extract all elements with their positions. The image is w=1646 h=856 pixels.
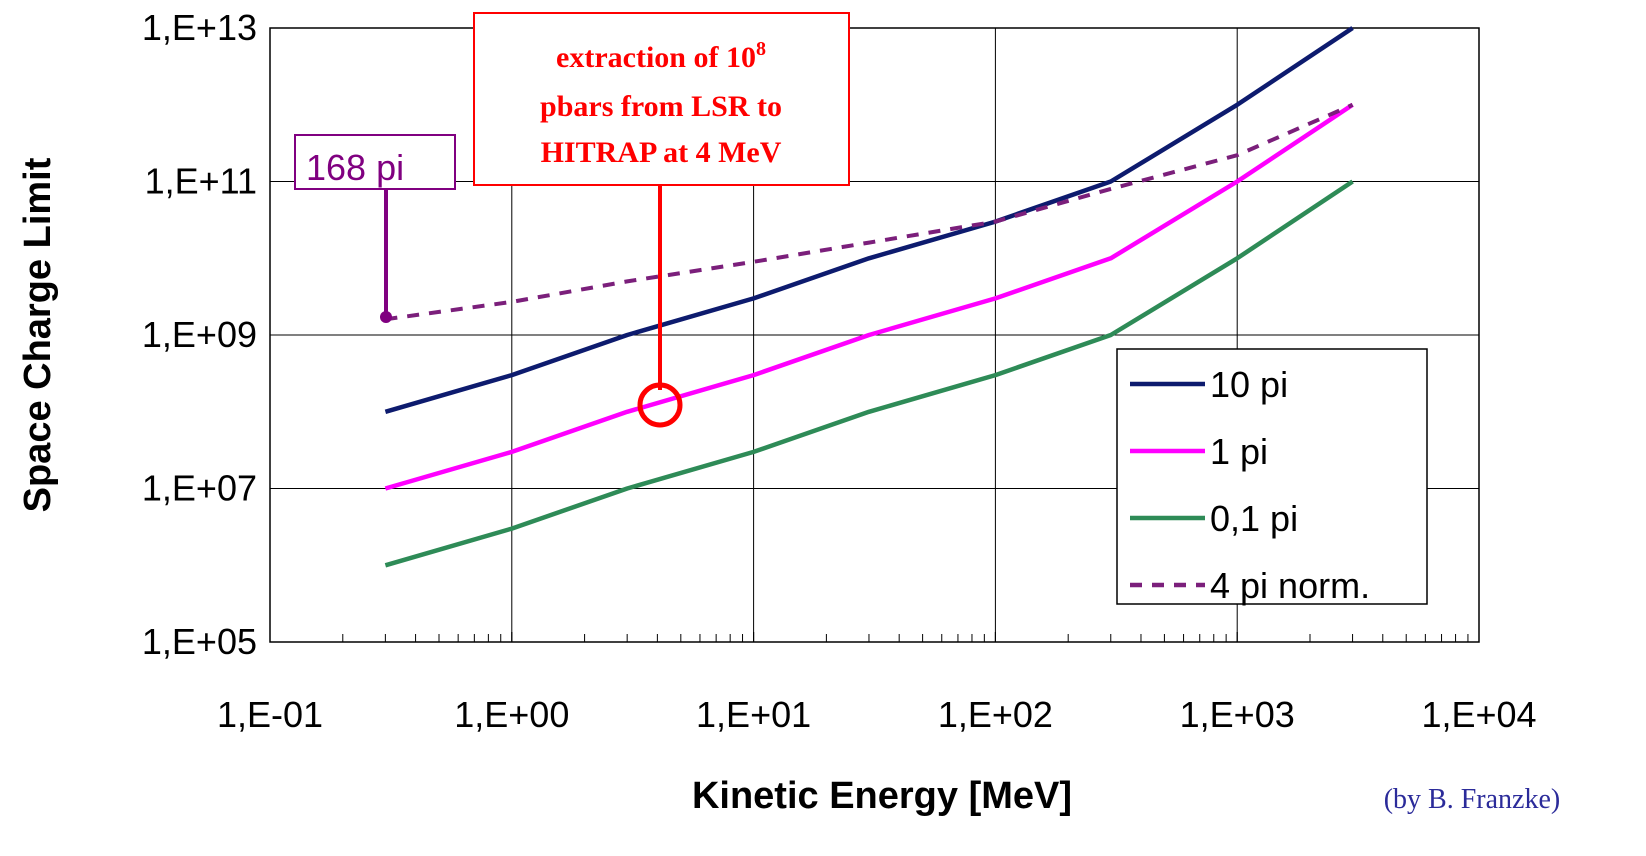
x-tick-label: 1,E+02	[938, 694, 1053, 735]
x-tick-label: 1,E+00	[454, 694, 569, 735]
legend-label: 10 pi	[1210, 364, 1288, 405]
y-tick-label: 1,E+09	[142, 314, 257, 355]
legend: 10 pi 1 pi 0,1 pi 4 pi norm.	[1116, 348, 1428, 606]
y-tick-label: 1,E+13	[142, 7, 257, 48]
168pi-label: 168 pi	[306, 147, 404, 188]
x-tick-label: 1,E+01	[696, 694, 811, 735]
extraction-line-1: extraction of 108	[556, 38, 766, 74]
series-line-0-1-pi	[384, 179, 1354, 568]
168pi-annotation: 168 pi	[294, 134, 456, 323]
y-tick-label: 1,E+11	[145, 161, 257, 202]
series-line-4-pi-norm-	[385, 102, 1354, 322]
extraction-target-circle	[637, 382, 683, 428]
legend-label: 4 pi norm.	[1210, 565, 1370, 606]
author-credit: (by B. Franzke)	[1384, 784, 1561, 815]
series-group	[384, 26, 1354, 568]
x-tick-label: 1,E+03	[1180, 694, 1295, 735]
y-tick-label: 1,E+07	[142, 468, 257, 509]
series-line-10-pi	[384, 26, 1354, 414]
extraction-line-3: HITRAP at 4 MeV	[541, 136, 782, 169]
y-tick-labels: 1,E+05 1,E+07 1,E+09 1,E+11 1,E+13	[142, 7, 257, 662]
extraction-line-2: pbars from LSR to	[540, 90, 782, 123]
series-line-1-pi	[384, 102, 1354, 491]
168pi-annotation-box	[294, 134, 456, 190]
legend-label: 0,1 pi	[1210, 498, 1298, 539]
x-tick-label: 1,E-01	[217, 694, 323, 735]
extraction-annotation: extraction of 108 pbars from LSR to HITR…	[473, 12, 850, 428]
x-axis-title: Kinetic Energy [MeV]	[692, 775, 1072, 817]
extraction-annotation-box	[473, 12, 850, 186]
y-axis-title: Space Charge Limit	[17, 157, 59, 512]
y-tick-label: 1,E+05	[142, 621, 257, 662]
x-minor-ticks	[269, 632, 1480, 642]
plot-area-frame	[269, 27, 1480, 643]
x-tick-labels: 1,E-01 1,E+00 1,E+01 1,E+02 1,E+03 1,E+04	[217, 694, 1537, 735]
168pi-pointer-dot	[380, 311, 392, 323]
x-tick-label: 1,E+04	[1421, 694, 1536, 735]
legend-box	[1116, 348, 1428, 605]
legend-label: 1 pi	[1210, 431, 1268, 472]
